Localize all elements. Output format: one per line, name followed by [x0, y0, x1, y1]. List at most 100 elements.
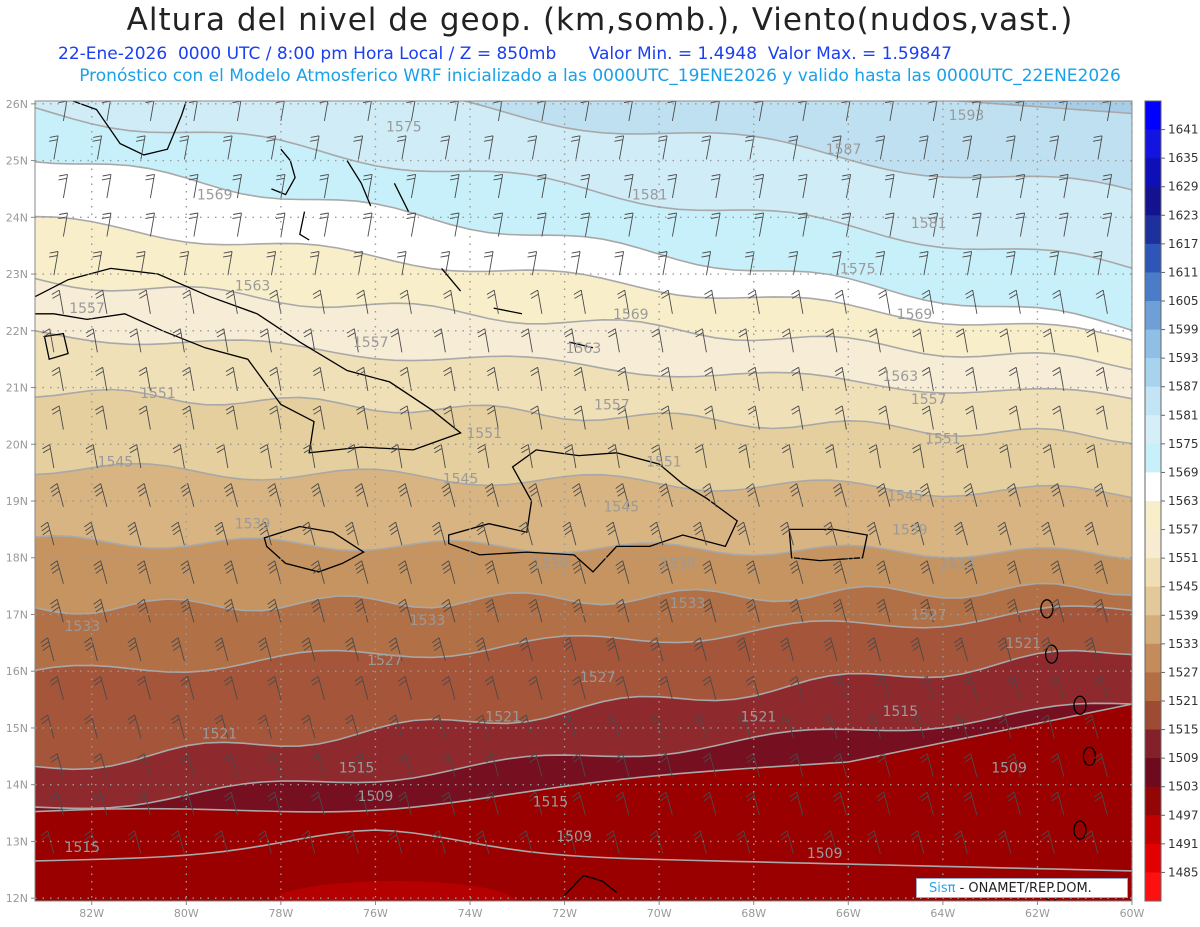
- contour-label: 1587: [826, 142, 862, 158]
- colorbar-label: 1599: [1168, 323, 1199, 337]
- colorbar-label: 1503: [1168, 780, 1199, 794]
- colorbar-label: 1485: [1168, 865, 1199, 879]
- colorbar-swatch: [1145, 158, 1161, 188]
- contour-label: 1569: [197, 188, 233, 204]
- colorbar-swatch: [1145, 672, 1161, 702]
- colorbar-swatch: [1145, 472, 1161, 502]
- colorbar-swatch: [1145, 501, 1161, 531]
- colorbar-label: 1581: [1168, 408, 1199, 422]
- contour-label: 1521: [202, 727, 238, 743]
- colorbar-label: 1521: [1168, 694, 1199, 708]
- contour-label: 1533: [670, 596, 706, 612]
- colorbar-swatch: [1145, 529, 1161, 559]
- lon-label: 70W: [647, 907, 672, 920]
- colorbar-label: 1605: [1168, 294, 1199, 308]
- valid-time-line: 22-Ene-2026 0000 UTC / 8:00 pm Hora Loca…: [58, 44, 952, 64]
- colorbar-label: 1611: [1168, 265, 1199, 279]
- colorbar-swatch: [1145, 586, 1161, 616]
- contour-label: 1527: [580, 670, 616, 686]
- contour-label: 1545: [604, 500, 640, 516]
- contour-label: 1569: [897, 307, 933, 323]
- colorbar-label: 1539: [1168, 608, 1199, 622]
- lat-label: 14N: [6, 779, 28, 792]
- contour-label: 1509: [358, 789, 394, 805]
- lat-label: 13N: [6, 835, 28, 848]
- lat-label: 15N: [6, 722, 28, 735]
- map-title: Altura del nivel de geop. (km,somb.), Vi…: [126, 2, 1074, 38]
- lat-label: 21N: [6, 382, 28, 395]
- colorbar-swatch: [1145, 186, 1161, 216]
- contour-label: 1533: [64, 619, 100, 635]
- contour-label: 1557: [69, 301, 105, 317]
- contour-label: 1515: [339, 761, 375, 777]
- colorbar-label: 1557: [1168, 523, 1199, 537]
- contour-label: 1551: [646, 454, 682, 470]
- colorbar-label: 1641: [1168, 123, 1199, 137]
- contour-label: 1539: [533, 556, 569, 572]
- colorbar-label: 1491: [1168, 837, 1199, 851]
- colorbar-label: 1617: [1168, 237, 1199, 251]
- colorbar-swatch: [1145, 358, 1161, 388]
- contour-label: 1551: [925, 432, 961, 448]
- contour-label: 1575: [386, 120, 422, 136]
- lat-label: 22N: [6, 325, 28, 338]
- colorbar-swatch: [1145, 443, 1161, 473]
- lon-label: 74W: [458, 907, 483, 920]
- lat-label: 19N: [6, 495, 28, 508]
- contour-label: 1509: [807, 846, 843, 862]
- lon-label: 62W: [1025, 907, 1050, 920]
- contour-label: 1563: [235, 278, 271, 294]
- colorbar-label: 1497: [1168, 808, 1199, 822]
- contour-label: 1575: [840, 261, 876, 277]
- lat-label: 24N: [6, 211, 28, 224]
- colorbar-swatch: [1145, 272, 1161, 302]
- lat-label: 26N: [6, 98, 28, 111]
- contour-label: 1557: [911, 392, 947, 408]
- lat-label: 20N: [6, 438, 28, 451]
- contour-label: 1545: [887, 488, 923, 504]
- colorbar-label: 1527: [1168, 665, 1199, 679]
- colorbar-swatch: [1145, 758, 1161, 788]
- colorbar-swatch: [1145, 701, 1161, 731]
- contour-label: 1515: [533, 795, 569, 811]
- colorbar-swatch: [1145, 243, 1161, 273]
- contour-label: 1563: [566, 341, 602, 357]
- lat-label: 16N: [6, 665, 28, 678]
- colorbar-swatch: [1145, 643, 1161, 673]
- model-info-line: Pronóstico con el Modelo Atmosferico WRF…: [79, 66, 1121, 86]
- lat-label: 17N: [6, 608, 28, 621]
- contour-label: 1551: [466, 426, 502, 442]
- colorbar-label: 1587: [1168, 380, 1199, 394]
- contour-label: 1527: [911, 607, 947, 623]
- colorbar-swatch: [1145, 786, 1161, 816]
- contour-label: 1539: [892, 522, 928, 538]
- colorbar-swatch: [1145, 843, 1161, 873]
- colorbar-label: 1593: [1168, 351, 1199, 365]
- credit-sis: Sis: [929, 881, 948, 896]
- contour-label: 1545: [98, 454, 134, 470]
- colorbar-swatch: [1145, 129, 1161, 159]
- colorbar-label: 1509: [1168, 751, 1199, 765]
- colorbar-label: 1575: [1168, 437, 1199, 451]
- lat-label: 23N: [6, 268, 28, 281]
- contour-label: 1527: [367, 653, 403, 669]
- lat-label: 25N: [6, 155, 28, 168]
- lon-label: 64W: [930, 907, 955, 920]
- contour-label: 1533: [410, 613, 446, 629]
- colorbar-label: 1545: [1168, 580, 1199, 594]
- colorbar-swatch: [1145, 872, 1161, 902]
- contour-label: 1539: [235, 517, 271, 533]
- contour-label: 1515: [882, 704, 918, 720]
- credit-org: - ONAMET/REP.DOM.: [955, 881, 1092, 896]
- colorbar-label: 1635: [1168, 151, 1199, 165]
- contour-label: 1521: [1005, 636, 1041, 652]
- lon-label: 72W: [552, 907, 577, 920]
- colorbar-label: 1569: [1168, 465, 1199, 479]
- lon-label: 60W: [1120, 907, 1145, 920]
- colorbar-label: 1629: [1168, 180, 1199, 194]
- contour-label: 1557: [594, 398, 630, 414]
- colorbar-swatch: [1145, 386, 1161, 416]
- colorbar-label: 1563: [1168, 494, 1199, 508]
- contour-label: 1557: [353, 335, 389, 351]
